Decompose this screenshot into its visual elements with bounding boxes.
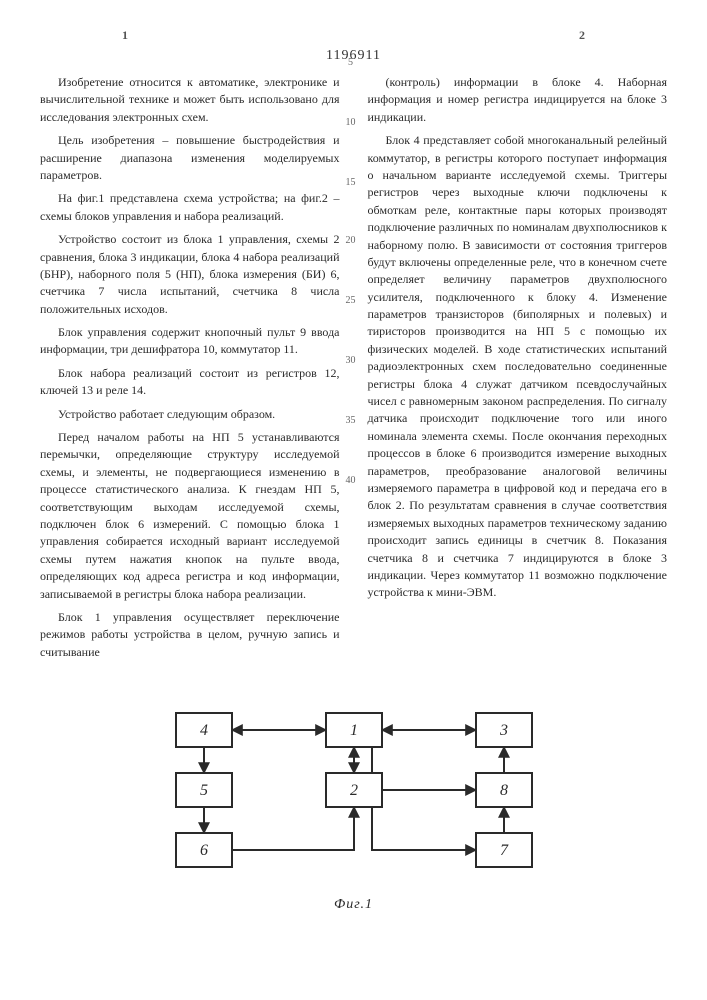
line-number: 5 xyxy=(342,58,360,68)
paragraph: На фиг.1 представлена схема устройства; … xyxy=(40,190,340,225)
left-column: Изобретение относится к автоматике, элек… xyxy=(40,74,340,667)
line-number: 40 xyxy=(342,476,360,486)
paragraph: Изобретение относится к автоматике, элек… xyxy=(40,74,340,126)
paragraph: Устройство состоит из блока 1 управления… xyxy=(40,231,340,318)
paragraph: Цель изобретения – повышение быстродейст… xyxy=(40,132,340,184)
svg-text:1: 1 xyxy=(350,722,358,739)
right-column: (контроль) информации в блоке 4. Наборна… xyxy=(368,74,668,667)
paragraph: Устройство работает следующим образом. xyxy=(40,406,340,423)
line-number: 30 xyxy=(342,356,360,366)
svg-text:8: 8 xyxy=(500,782,508,799)
figure-label: Фиг.1 xyxy=(144,897,564,913)
paragraph: Перед началом работы на НП 5 устанавлива… xyxy=(40,429,340,603)
paragraph: Блок 4 представляет собой многоканальный… xyxy=(368,132,668,602)
svg-text:7: 7 xyxy=(500,842,509,859)
svg-text:2: 2 xyxy=(350,782,358,799)
line-number: 25 xyxy=(342,296,360,306)
line-number: 10 xyxy=(342,118,360,128)
patent-page: 1 2 1196911 Изобретение относится к авто… xyxy=(0,0,707,943)
block-diagram: 4 1 3 5 2 8 6 7 xyxy=(146,693,562,893)
line-number: 15 xyxy=(342,178,360,188)
text-columns: Изобретение относится к автоматике, элек… xyxy=(40,74,667,667)
paragraph: Блок управления содержит кнопочный пульт… xyxy=(40,324,340,359)
figure-1: 4 1 3 5 2 8 6 7 Фиг.1 xyxy=(144,693,564,913)
page-markers: 1 2 xyxy=(40,28,667,46)
svg-text:5: 5 xyxy=(200,782,208,799)
svg-text:6: 6 xyxy=(200,842,208,859)
paragraph: Блок 1 управления осуществляет переключе… xyxy=(40,609,340,661)
line-number: 35 xyxy=(342,416,360,426)
paragraph: (контроль) информации в блоке 4. Наборна… xyxy=(368,74,668,126)
right-page-marker: 2 xyxy=(579,28,585,43)
paragraph: Блок набора реализаций состоит из регист… xyxy=(40,365,340,400)
left-page-marker: 1 xyxy=(122,28,128,43)
svg-text:4: 4 xyxy=(200,722,208,739)
line-number: 20 xyxy=(342,236,360,246)
svg-text:3: 3 xyxy=(499,722,508,739)
